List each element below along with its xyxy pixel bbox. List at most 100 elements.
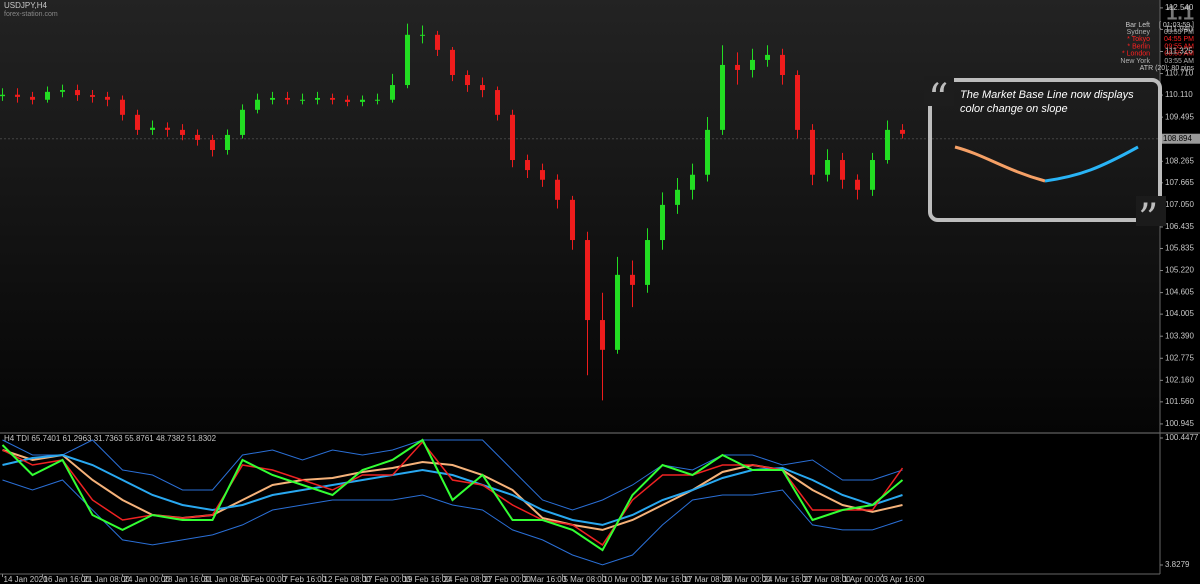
y-tick-label: 104.005 <box>1165 309 1194 318</box>
candle-body <box>60 90 65 92</box>
sample-down <box>954 145 1046 183</box>
x-tick-label: 12 Feb 08:00 <box>324 575 372 584</box>
candle-body <box>390 85 395 100</box>
sample-up <box>1044 145 1139 183</box>
y-tick-label: 107.050 <box>1165 200 1194 209</box>
x-tick-label: 17 Mar 08:00 <box>684 575 732 584</box>
candle-body <box>225 134 230 150</box>
candle-body <box>810 129 815 175</box>
candle-body <box>300 99 305 101</box>
zone-label: * Tokyo <box>1127 36 1150 43</box>
y-tick-label: 100.945 <box>1165 419 1194 428</box>
quote-bg <box>1136 196 1166 226</box>
x-tick-label: 14 Jan 2020 <box>4 575 49 584</box>
x-tick-label: 5 Feb 00:00 <box>244 575 287 584</box>
candle-body <box>585 240 590 321</box>
candle-body <box>690 174 695 190</box>
candle-body <box>165 127 170 130</box>
candle-body <box>285 97 290 100</box>
zone-label: New York <box>1120 58 1150 65</box>
x-tick-label: 2 Mar 16:00 <box>524 575 567 584</box>
x-tick-label: 20 Mar 00:00 <box>724 575 772 584</box>
indicator-title: H4 TDI 65.7401 61.2963 31.7363 55.8761 4… <box>4 434 217 443</box>
version: 1.1 <box>1166 2 1194 24</box>
candle-body <box>210 139 215 150</box>
bar-left-label: Bar Left <box>1125 22 1150 29</box>
zone-time: 08:55 AM <box>1164 51 1194 58</box>
x-tick-label: 12 Mar 16:00 <box>644 575 692 584</box>
y-tick-label: 100.4477 <box>1165 433 1199 442</box>
last-price-box <box>1161 133 1200 144</box>
candle-body <box>420 34 425 36</box>
candle-body <box>600 320 605 350</box>
candle-body <box>105 96 110 100</box>
candle-body <box>885 129 890 161</box>
candle-body <box>15 94 20 97</box>
candle-body <box>150 127 155 130</box>
candle-body <box>870 160 875 190</box>
zone-time: 09:55 AM <box>1164 43 1194 50</box>
y-tick-label: 101.560 <box>1165 397 1194 406</box>
candle-body <box>750 59 755 70</box>
main-panel <box>0 0 1160 432</box>
candle-body <box>270 97 275 100</box>
y-tick-label: 102.775 <box>1165 353 1194 362</box>
callout: “ ” <box>924 76 1166 242</box>
site: forex-station.com <box>4 11 58 18</box>
x-tick-label: 28 Jan 16:00 <box>164 575 211 584</box>
x-tick-label: 3 Apr 16:00 <box>884 575 925 584</box>
candle-body <box>435 34 440 50</box>
candle-body <box>120 99 125 115</box>
y-tick-label: 111.940 <box>1165 25 1193 34</box>
symbol: USDJPY,H4 <box>4 1 48 10</box>
y-tick-label: 106.435 <box>1165 222 1194 231</box>
candle-body <box>765 54 770 60</box>
y-tick-label: 108.265 <box>1165 156 1194 165</box>
x-tick-label: 5 Mar 08:00 <box>564 575 607 584</box>
last-price-label: 108.894 <box>1163 134 1192 143</box>
x-tick-label: 27 Mar 08:00 <box>804 575 852 584</box>
y-tick-label: 102.160 <box>1165 375 1194 384</box>
candle-body <box>375 99 380 101</box>
candle-body <box>555 179 560 200</box>
y-tick-label: 112.540 <box>1165 3 1194 12</box>
candle-body <box>645 240 650 285</box>
candle-body <box>465 74 470 86</box>
candle-body <box>30 96 35 100</box>
candle-body <box>660 204 665 241</box>
zone-label: Sydney <box>1127 29 1151 36</box>
callout-frame <box>928 78 1162 222</box>
candle-body <box>705 129 710 175</box>
candle-body <box>345 99 350 102</box>
atr: ATR (20): 80 pips <box>1140 65 1195 72</box>
candle-body <box>780 54 785 75</box>
y-tick-label: 103.390 <box>1165 331 1194 340</box>
candle-body <box>735 64 740 70</box>
sub-panel <box>0 434 1160 574</box>
y-tick-label: 105.220 <box>1165 266 1194 275</box>
candle-body <box>450 49 455 75</box>
candle-body <box>675 189 680 205</box>
candle-body <box>180 129 185 135</box>
open-quote: “ <box>928 76 948 122</box>
x-tick-label: 19 Feb 16:00 <box>404 575 452 584</box>
x-tick-label: 24 Jan 00:00 <box>124 575 171 584</box>
candle-body <box>405 34 410 86</box>
x-tick-label: 1 Apr 00:00 <box>844 575 885 584</box>
y-tick-label: 107.665 <box>1165 178 1194 187</box>
candle-body <box>480 85 485 91</box>
x-tick-label: 17 Feb 00:00 <box>364 575 412 584</box>
zone-time: 03:55 AM <box>1164 58 1194 65</box>
x-tick-label: 10 Mar 00:00 <box>604 575 652 584</box>
zone-label: * London <box>1122 51 1150 58</box>
y-tick-label: 105.835 <box>1165 244 1194 253</box>
indicator-line <box>2 479 903 566</box>
x-tick-label: 24 Mar 16:00 <box>764 575 812 584</box>
close-quote: ” <box>1138 196 1158 242</box>
candle-body <box>825 160 830 175</box>
candle-body <box>255 99 260 110</box>
x-tick-label: 16 Jan 16:00 <box>44 575 91 584</box>
x-tick-label: 7 Feb 16:00 <box>284 575 327 584</box>
